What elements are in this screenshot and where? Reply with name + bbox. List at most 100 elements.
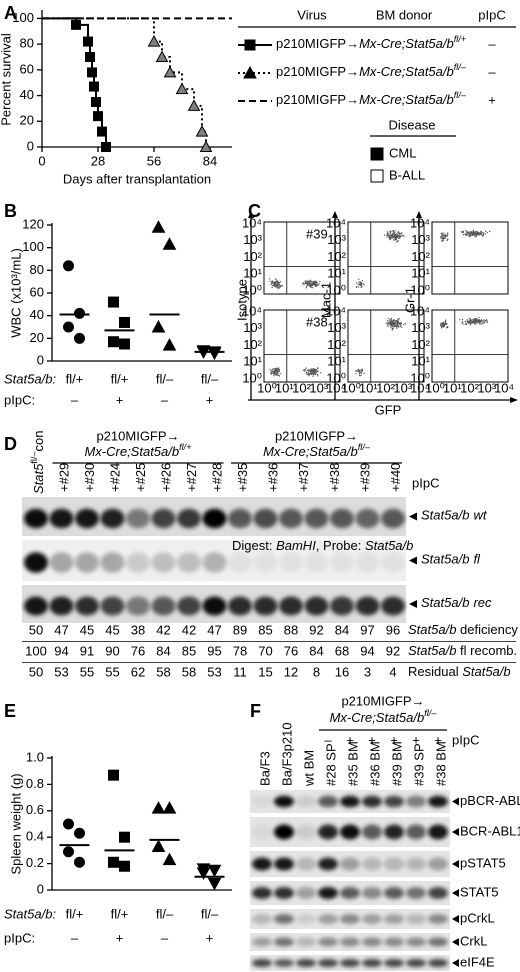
row-value: 76 <box>284 643 298 658</box>
y-tick-label: 60 <box>30 284 44 299</box>
marker <box>195 125 209 137</box>
label-arrow <box>452 797 459 806</box>
flow-event <box>276 368 278 370</box>
y-tick-label: 120 <box>22 216 44 231</box>
flow-event <box>478 234 481 236</box>
row-label: Stat5a/b fl recomb. <box>408 643 517 658</box>
flow-event <box>271 282 273 285</box>
flow-event <box>473 322 476 325</box>
marker <box>243 65 257 79</box>
flow-event <box>395 241 398 243</box>
flow-event <box>470 321 472 323</box>
flow-event <box>355 370 357 372</box>
flow-event <box>357 370 359 373</box>
flow-event <box>443 238 445 240</box>
row-value: 76 <box>131 643 145 658</box>
flow-event <box>361 369 363 371</box>
blot-band <box>318 937 338 947</box>
blot-band <box>406 795 426 808</box>
flow-event <box>310 283 312 285</box>
marker <box>151 220 166 233</box>
blot-band <box>177 552 201 573</box>
flow-event <box>391 329 393 331</box>
flow-event <box>390 322 393 325</box>
flow-event <box>320 372 322 374</box>
blot-band <box>381 552 405 573</box>
blot-band <box>330 508 354 529</box>
flow-event <box>272 285 274 287</box>
marker <box>63 846 74 858</box>
flow-event <box>278 370 280 373</box>
sample-label: #39 <box>306 226 328 241</box>
flow-event <box>470 319 473 321</box>
flow-event <box>391 324 394 326</box>
flow-event <box>443 237 445 239</box>
flow-event <box>478 319 481 321</box>
flow-event <box>445 234 447 236</box>
x-axis-label: GFP <box>375 402 402 417</box>
flow-event <box>278 285 280 288</box>
y-tick-label: 0 <box>37 352 44 367</box>
flow-event <box>360 374 362 377</box>
lane-label: #28 SP <box>323 743 338 786</box>
flow-event <box>470 322 472 324</box>
flow-event <box>270 371 272 373</box>
flow-event <box>275 282 277 284</box>
row-value: 47 <box>207 622 221 637</box>
flow-event <box>310 286 312 288</box>
flow-event <box>356 285 358 288</box>
flow-event <box>471 234 473 236</box>
flow-event <box>480 230 482 233</box>
blot-band <box>406 959 426 967</box>
group-donor: Mx-Cre;Stat5a/bfl/– <box>330 708 438 725</box>
flow-event <box>390 237 393 239</box>
protein-label: pCrkL <box>460 910 495 925</box>
control-label-part: Stat5 <box>31 463 46 494</box>
flow-event <box>399 323 402 326</box>
flow-event <box>386 234 388 236</box>
legend-header: BM donor <box>376 7 433 22</box>
flow-event <box>399 235 402 237</box>
flow-event <box>396 323 398 325</box>
flow-event <box>316 373 318 375</box>
blot-band <box>384 887 404 899</box>
survival-curve <box>42 17 207 147</box>
flow-event <box>469 233 471 235</box>
blot-band <box>151 508 176 529</box>
flow-event <box>313 374 315 376</box>
flow-event <box>393 239 395 241</box>
flow-event <box>315 285 317 287</box>
flow-event <box>441 235 443 237</box>
flow-event <box>317 370 319 372</box>
y-tick-label: 60 <box>20 61 34 76</box>
row-label: Residual Stat5a/b <box>408 664 511 679</box>
row-value: 47 <box>54 622 68 637</box>
flow-event <box>461 321 464 323</box>
flow-event <box>465 234 467 237</box>
blot-band <box>177 596 201 616</box>
flow-event <box>305 371 308 373</box>
flow-event <box>394 234 396 236</box>
flow-event <box>275 281 278 283</box>
decade-label: 10³ <box>243 232 262 247</box>
blot-band <box>362 857 382 871</box>
flow-event <box>395 233 398 235</box>
flow-event <box>396 327 398 329</box>
flow-event <box>275 283 277 285</box>
decade-label: 10³ <box>243 320 262 335</box>
flow-event <box>317 284 319 286</box>
flow-event <box>279 286 281 288</box>
row-value: 58 <box>156 664 170 679</box>
row-value: 50 <box>29 664 43 679</box>
flow-event <box>476 233 478 235</box>
flow-event <box>313 369 315 371</box>
flow-event <box>309 370 311 373</box>
flow-event <box>387 231 389 233</box>
decade-label: 10² <box>243 337 262 352</box>
y-axis-label: Mac-1 <box>318 282 333 318</box>
flow-event <box>274 283 276 285</box>
flow-event <box>443 326 445 328</box>
blot-band <box>362 937 382 947</box>
y-axis-label: Percent survival <box>0 33 13 126</box>
